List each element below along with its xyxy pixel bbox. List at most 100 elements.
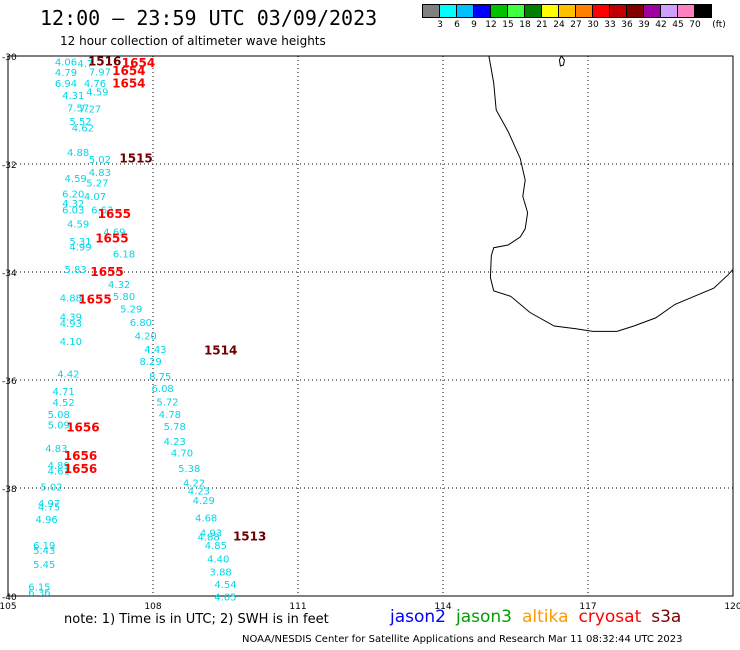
wave-height-value: 5.52: [69, 117, 91, 128]
wave-height-value: 7.27: [79, 105, 101, 116]
y-tick-label: -34: [2, 269, 17, 279]
color-scale-label: 3: [437, 20, 443, 30]
color-scale-labels: 3 6 9 12 15 18 21 24 27 30 33 36 39 42 45 70 (ft): [422, 18, 726, 32]
pass-time-label: 1656: [66, 420, 99, 434]
y-tick-label: -36: [2, 377, 17, 387]
pass-time-label: 1656: [64, 449, 97, 463]
wave-height-value: 4.7: [77, 59, 93, 70]
y-tick-label: -32: [2, 161, 17, 171]
wave-height-value: 5.08: [48, 410, 70, 421]
color-scale-label: 18: [519, 20, 531, 30]
color-scale-label: 24: [553, 20, 565, 30]
wave-height-value: 4.59: [65, 174, 87, 185]
y-tick-label: -40: [2, 593, 17, 603]
pass-time-label: 1654: [112, 76, 145, 90]
wave-height-value: 4.59: [67, 220, 89, 231]
wave-height-value: 4.59: [86, 87, 108, 98]
wave-height-value: 5.80: [113, 292, 135, 303]
pass-time-label: 1515: [119, 151, 152, 165]
wave-height-value: 5.83: [65, 265, 87, 276]
wave-height-value: 5.45: [33, 560, 55, 571]
pass-time-label: 1513: [233, 529, 266, 543]
wave-height-value: 6.80: [130, 318, 152, 329]
wave-height-value: 4.96: [36, 515, 58, 526]
color-scale: 3 6 9 12 15 18 21 24 27 30 33 36 39 42 45 70 (ft): [422, 4, 726, 32]
wave-height-value: 4.69: [103, 227, 125, 238]
wave-height-value: 4.31: [62, 91, 84, 102]
wave-height-value: 4.32: [62, 199, 84, 210]
wave-height-value: 6.08: [152, 384, 174, 395]
legend-entry-altika: altika: [522, 607, 569, 627]
wave-height-value: 4.61: [48, 467, 70, 478]
color-scale-label: 12: [485, 20, 497, 30]
wave-height-value: 4.22: [183, 478, 205, 489]
color-scale-label: 27: [570, 20, 582, 30]
wave-height-value: 4.76: [84, 79, 106, 90]
wave-height-value: 4.07: [84, 192, 106, 203]
wave-height-value: 6.19: [33, 541, 55, 552]
satellite-legend: jason2 jason3 altika cryosat s3a: [390, 607, 691, 627]
pass-time-label: 1655: [98, 207, 131, 221]
wave-height-value: 4.88: [197, 532, 219, 543]
pass-time-labels: 1516 165416541654151516551655165516551514…: [64, 55, 267, 544]
wave-height-value: 8.29: [139, 357, 161, 368]
wave-height-value: 6.15: [28, 583, 50, 594]
wave-height-value: 4.06: [55, 58, 77, 69]
wave-height-value: 4.75: [38, 503, 60, 514]
color-scale-label: 6: [454, 20, 460, 30]
wave-height-value: 5.27: [86, 179, 108, 190]
x-tick-label: 108: [144, 602, 161, 612]
legend-entry-jason3: jason3: [456, 607, 512, 627]
wave-height-value: 4.39: [60, 313, 82, 324]
map-border: [7, 55, 734, 597]
wave-height-value: 5.38: [178, 464, 200, 475]
wave-height-value: 4.71: [52, 387, 74, 398]
wave-height-value: 4.89: [48, 461, 70, 472]
wave-height-value: 4.68: [195, 513, 217, 524]
wave-height-value: 4.88: [67, 148, 89, 159]
wave-height-value: 4.10: [60, 337, 82, 348]
wave-height-value: 5.02: [89, 155, 111, 166]
wave-height-value: 4.23: [188, 486, 210, 497]
wave-height-value: 4.05: [214, 592, 236, 603]
map-title: 12:00 – 23:59 UTC 03/09/2023: [40, 6, 378, 30]
wave-height-value: 4.43: [144, 345, 166, 356]
wave-height-value: 7.97: [89, 67, 111, 78]
wave-height-value: 6.63: [91, 206, 113, 217]
x-tick-label: 105: [0, 602, 17, 612]
wave-height-value: 7.57: [67, 104, 89, 115]
pass-time-label: 1514: [204, 344, 237, 358]
pass-time-label: 1655: [78, 292, 111, 306]
wave-height-value: 6.36: [28, 588, 50, 599]
x-tick-label: 114: [434, 602, 451, 612]
map-frame: [7, 55, 734, 597]
color-scale-label: 70: [689, 20, 701, 30]
wave-height-value: 4.23: [164, 437, 186, 448]
color-swatch: [694, 4, 712, 18]
color-scale-label: 36: [621, 20, 633, 30]
wave-height-value: 4.42: [57, 369, 79, 380]
color-scale-label: 30: [587, 20, 599, 30]
color-scale-label: 39: [638, 20, 650, 30]
credit-line: NOAA/NESDIS Center for Satellite Applica…: [242, 634, 683, 645]
wave-height-value: 6.94: [55, 79, 77, 90]
axis-ticks: 105 108 111 114 117 120 -30 -32 -34 -36 -38 -40: [0, 53, 740, 612]
wave-height-value: 6.20: [62, 189, 84, 200]
wave-height-value: 4.52: [52, 398, 74, 409]
x-tick-label: 111: [289, 602, 306, 612]
wave-height-value: 4.20: [135, 332, 157, 343]
grid-lines: [7, 55, 734, 597]
pass-time-label: 1654: [112, 64, 145, 78]
legend-entry-cryosat: cryosat: [578, 607, 642, 627]
wave-height-value: 4.93: [200, 529, 222, 540]
australia-coastline: [488, 55, 734, 332]
x-tick-label: 117: [579, 602, 596, 612]
wave-height-value: 5.29: [120, 305, 142, 316]
wave-height-value: 4.93: [60, 319, 82, 330]
wave-height-value: 4.54: [214, 580, 236, 591]
pass-time-label: 1655: [95, 231, 128, 245]
y-tick-label: -38: [2, 485, 17, 495]
color-scale-label: 45: [672, 20, 684, 30]
pass-time-label: 1516: [88, 55, 121, 69]
